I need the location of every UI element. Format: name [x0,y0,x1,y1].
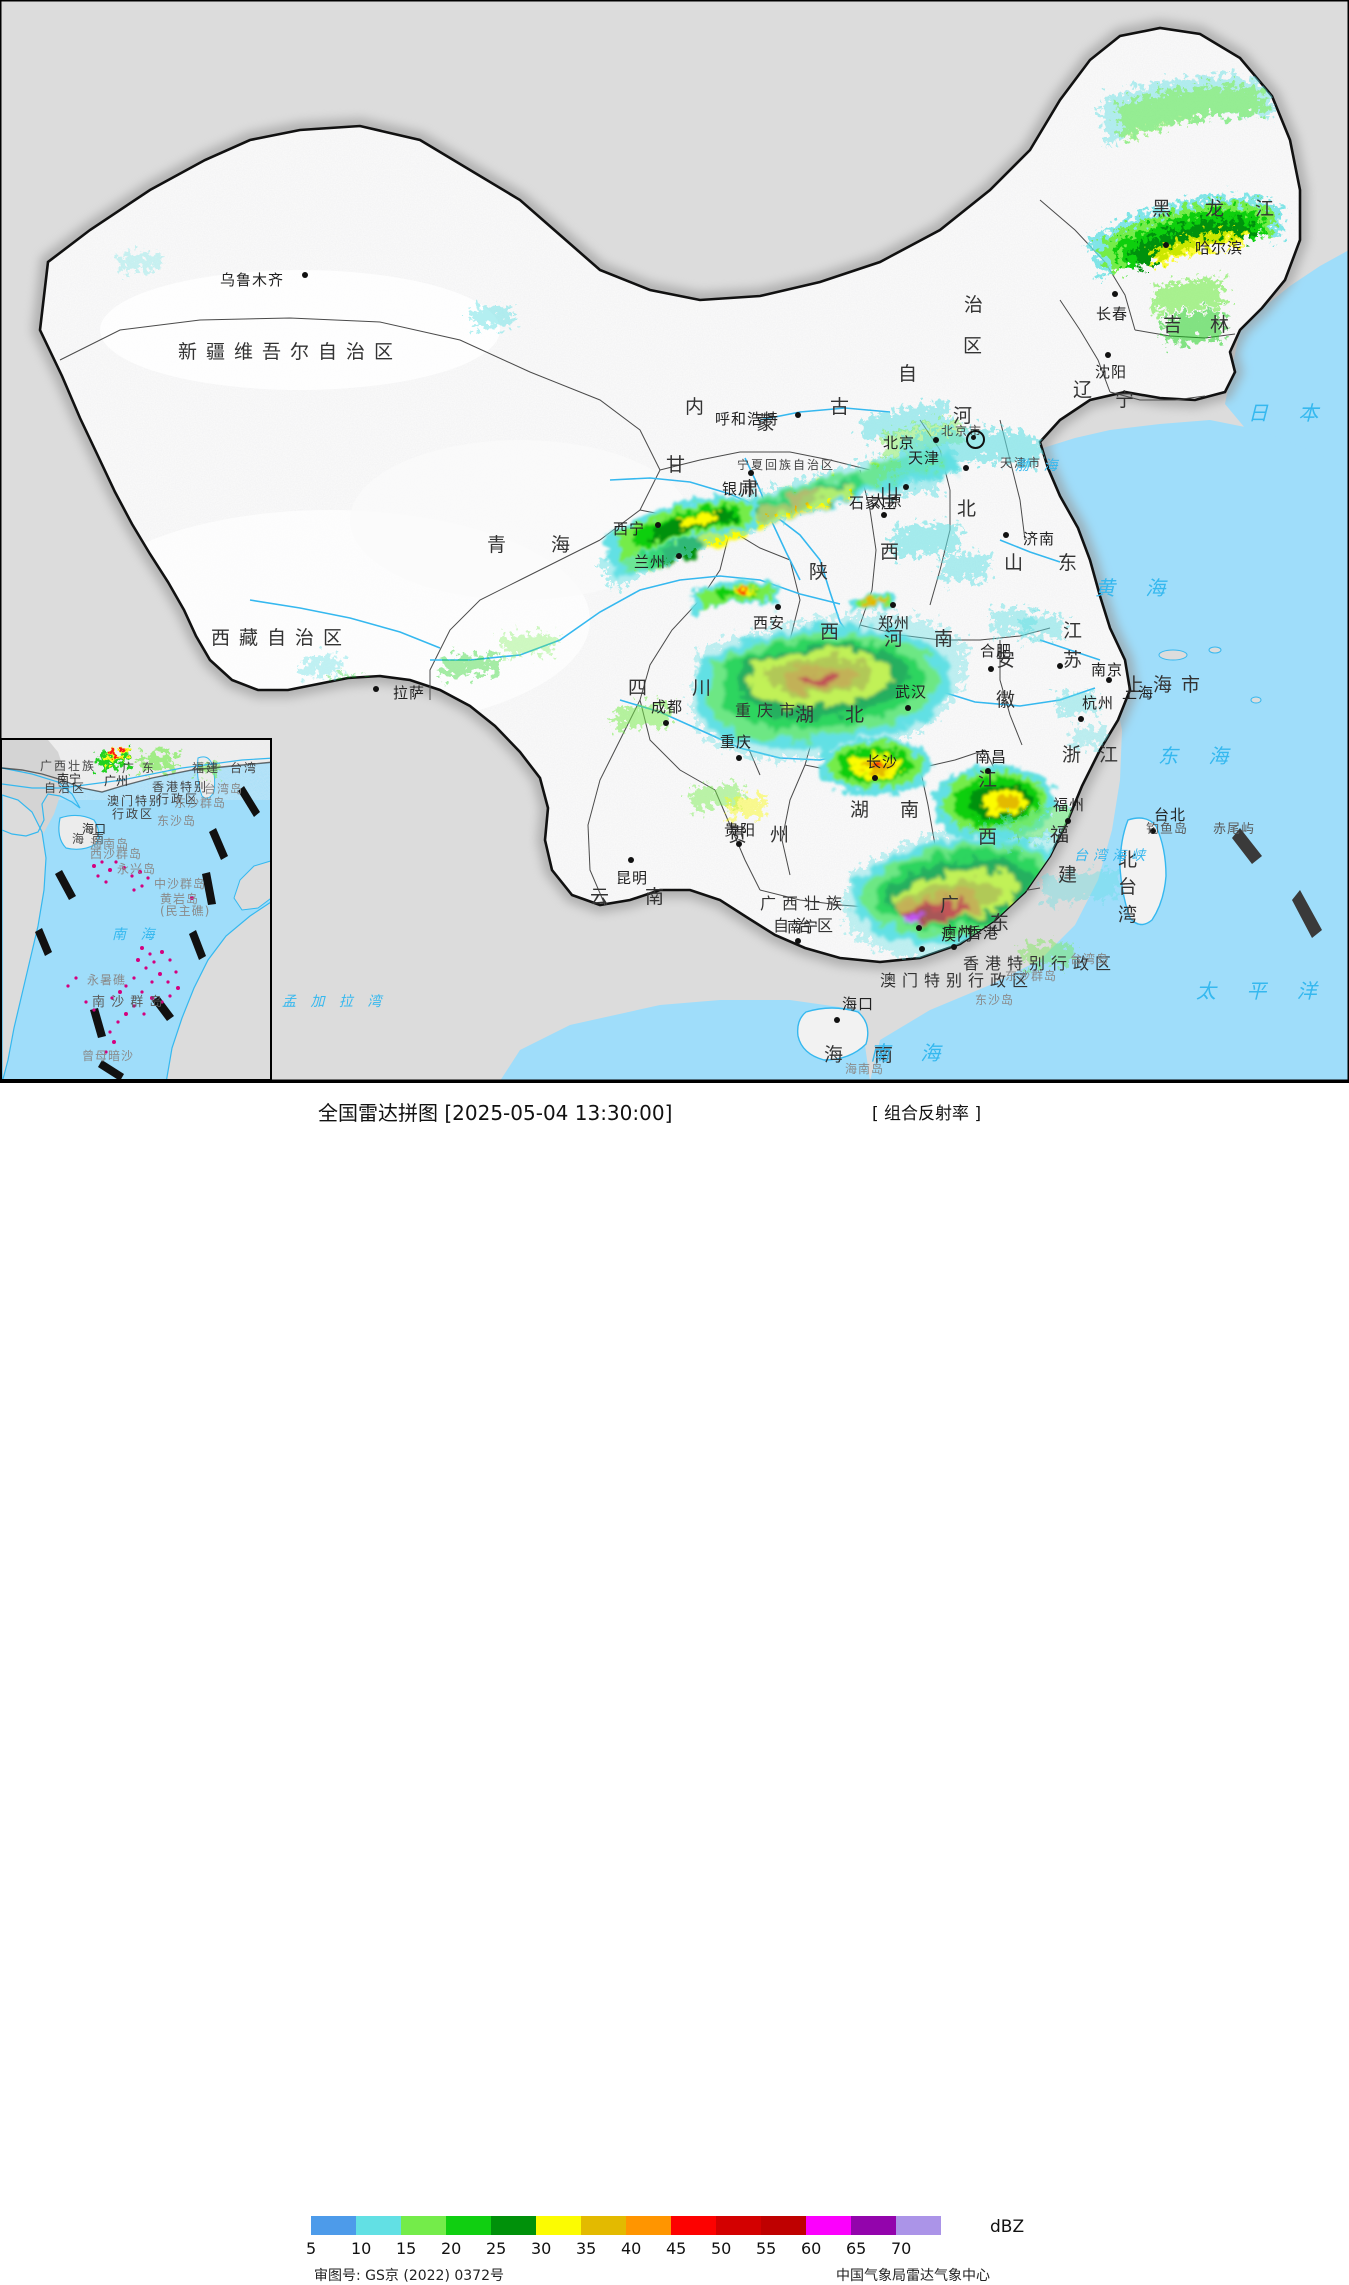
nine-dash-line [35,786,260,1079]
south-china-sea-inset-map [2,740,270,1079]
echo-cluster-beijing [880,428,1042,638]
offshore-islets [1158,646,1322,938]
taiwan-island [1119,817,1167,926]
echo-spray-central [690,614,967,761]
approval-number: 审图号: GS京 (2022) 0372号 [314,2268,504,2284]
colorbar-swatch-25 [491,2216,536,2235]
ocean-echoes [1020,871,1120,968]
echo-cluster-shanxi-small [848,593,896,612]
colorbar-tick-70: 70 [891,2239,912,2258]
hainan-island [796,1007,869,1061]
colorbar-tick-40: 40 [621,2239,642,2258]
echo-cluster-qinghai [604,496,760,568]
colorbar-swatch-60 [806,2216,851,2235]
colorbar-tick-10: 10 [351,2239,372,2258]
footer-panel: 全国雷达拼图 [2025-05-04 13:30:00] [ 组合反射率 ] d… [0,1083,1349,2284]
colorbar-swatch-65 [851,2216,896,2235]
agency-name: 中国气象局雷达气象中心 [836,2268,990,2284]
colorbar-tick-15: 15 [396,2239,417,2258]
colorbar-tick-45: 45 [666,2239,687,2258]
colorbar-tick-65: 65 [846,2239,867,2258]
page-title: 全国雷达拼图 [2025-05-04 13:30:00] [318,1101,673,1125]
echo-cluster-sw [440,634,766,820]
colorbar-tick-group: 5 10 15 20 25 30 35 40 45 50 55 60 65 70 [0,2239,1349,2259]
echo-spray-ne2 [1100,75,1275,346]
colorbar-swatch-5 [311,2216,356,2235]
south-china-sea-inset[interactable]: 广西壮族 自治区 南宁 广州广 东福建 台湾 香港特别 行政区 澳门特别 行政区 东沙群岛 东沙岛台… [0,738,272,1081]
product-type-label: [ 组合反射率 ] [872,1104,982,1124]
colorbar-tick-35: 35 [576,2239,597,2258]
colorbar-tick-50: 50 [711,2239,732,2258]
reef-markers [66,860,194,1054]
dbz-unit-label: dBZ [990,2217,1025,2237]
colorbar-tick-60: 60 [801,2239,822,2258]
echo-cluster-east [1020,614,1108,750]
colorbar-tick-25: 25 [486,2239,507,2258]
echo-cluster-shaanxi [690,580,780,614]
colorbar-tick-30: 30 [531,2239,552,2258]
echo-cluster-northeast [1088,196,1282,278]
colorbar-swatch-50 [716,2216,761,2235]
echo-cluster-hunan [819,737,932,795]
colorbar-swatch-20 [446,2216,491,2235]
colorbar-swatch-10 [356,2216,401,2235]
colorbar-tick-20: 20 [441,2239,462,2258]
colorbar-tick-55: 55 [756,2239,777,2258]
colorbar-swatch-35 [581,2216,626,2235]
radar-echo-layer [118,75,1282,961]
radar-map-panel[interactable]: 新疆维吾尔自治区 西藏自治区青海内蒙古自治区甘肃宁夏回族自治区陕西山西河北北京市天… [0,0,1349,1083]
title-row: 全国雷达拼图 [2025-05-04 13:30:00] [ 组合反射率 ] [0,1097,1349,1125]
colorbar-swatch-15 [401,2216,446,2235]
colorbar-swatch-70 [896,2216,941,2235]
colorbar-swatch-45 [671,2216,716,2235]
dbz-colorbar[interactable] [311,2216,941,2235]
colorbar-tick-5: 5 [306,2239,317,2258]
colorbar-swatch-55 [761,2216,806,2235]
inset-echoes [98,749,220,778]
colorbar-swatch-40 [626,2216,671,2235]
colorbar-swatch-30 [536,2216,581,2235]
